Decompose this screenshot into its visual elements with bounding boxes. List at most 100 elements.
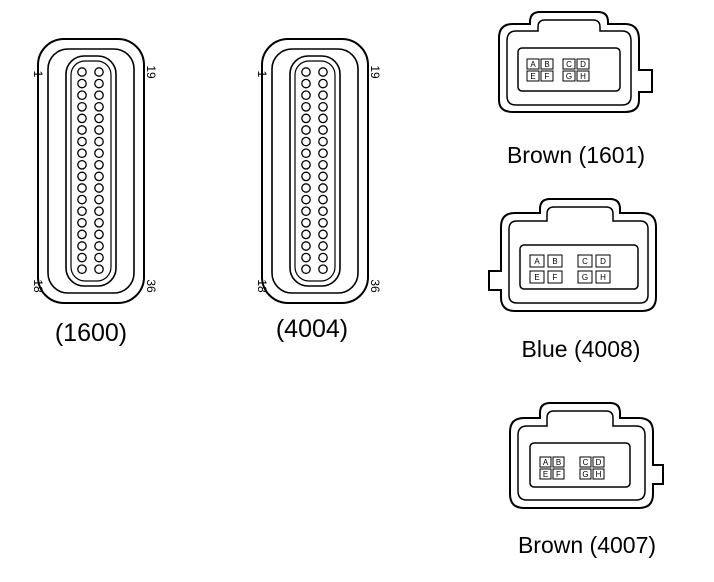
middle-shell (47, 48, 135, 294)
pin-cavity (77, 148, 87, 159)
cavity-cell (526, 58, 540, 70)
cavity-cell (579, 456, 592, 468)
cavity-letter: H (580, 72, 586, 81)
pin-cavity (318, 78, 328, 89)
cavity-letter: D (596, 458, 602, 467)
pin-cavity (94, 171, 104, 182)
pin-cavity (94, 125, 104, 135)
pin-cavity (77, 206, 87, 217)
pin-cavity (94, 113, 104, 124)
pin-number-last-left: 18 (255, 279, 269, 293)
connector-4007: A B C D E F G H Brown (4007) (509, 402, 664, 558)
pin-number-first-left: 1 (255, 71, 269, 78)
cavity-cell (579, 468, 592, 480)
connector-label: Blue (4008) (522, 336, 641, 362)
pin-number-first-right: 19 (368, 65, 382, 79)
pin-cavity (318, 229, 328, 240)
pin-cavity (77, 229, 87, 240)
pin-cavity (77, 194, 87, 205)
cavity-cell (552, 456, 565, 468)
cavity-cell (595, 270, 611, 284)
cavity-letter: C (566, 60, 572, 69)
pin-cavity (318, 171, 328, 182)
cavity-letter: B (552, 257, 557, 266)
cavity-cell (529, 270, 545, 284)
pin-number-last-right: 36 (144, 279, 158, 293)
pin-cavity (301, 206, 311, 217)
cavity-letter: C (582, 257, 588, 266)
inner-housing (517, 410, 646, 501)
pin-cavity (301, 113, 311, 124)
pin-frame-outer (65, 55, 117, 287)
pin-cavity (301, 241, 311, 251)
cavity-cell (540, 58, 554, 70)
cavity-letter: D (600, 257, 606, 266)
pin-cavity (318, 183, 328, 193)
pin-frame-outer (289, 55, 341, 287)
pin-cavity (318, 125, 328, 135)
pin-cavity (301, 183, 311, 193)
pin-cavity (318, 113, 328, 124)
pin-cavity (77, 183, 87, 193)
cavity-letter: C (583, 458, 589, 467)
pin-cavity (77, 136, 87, 147)
cavity-letter: E (530, 72, 535, 81)
outer-housing (498, 11, 653, 113)
pin-cavity (94, 101, 104, 112)
pin-grid (77, 67, 104, 275)
cavity-cell (552, 468, 565, 480)
cavity-cell (595, 254, 611, 268)
cavity-cell (547, 270, 563, 284)
connector-label: (4004) (276, 315, 348, 343)
cavity-letter: H (600, 273, 606, 282)
cavity-letter: F (556, 470, 561, 479)
pin-cavity (301, 101, 311, 112)
cavity-letter: A (534, 257, 540, 266)
pin-number-first-right: 19 (144, 65, 158, 79)
cavity-letter: F (553, 273, 558, 282)
cavity-letter: G (566, 72, 572, 81)
cavity-cell (540, 70, 554, 82)
pin-cavity (301, 252, 311, 263)
pin-cavity (94, 148, 104, 159)
pin-cavity (318, 241, 328, 251)
cavity-letter: D (580, 60, 586, 69)
outer-housing (488, 198, 657, 312)
connector-1601: A B C D E F G H Brown (1601) (498, 11, 653, 168)
cavity-cell (526, 70, 540, 82)
cavity-cell (576, 58, 590, 70)
pin-cavity (301, 194, 311, 205)
pin-cavity (77, 90, 87, 101)
pin-number-last-left: 18 (31, 279, 45, 293)
pin-cavity (301, 264, 311, 275)
pin-cavity (301, 159, 311, 170)
connector-label: Brown (4007) (518, 532, 656, 558)
cavity-letter: A (543, 458, 549, 467)
connector-label: Brown (1601) (507, 142, 645, 168)
pin-number-last-right: 36 (368, 279, 382, 293)
pin-cavity (94, 217, 104, 228)
pin-cavity (318, 67, 328, 77)
pin-cavity (318, 217, 328, 228)
pin-cavity (318, 90, 328, 101)
pin-cavity (301, 217, 311, 228)
connector-4008: A B C D E F G H Blue (4008) (488, 198, 657, 362)
cavity-cell (576, 70, 590, 82)
pin-cavity (301, 125, 311, 135)
contact-face (519, 244, 639, 290)
pin-number-first-left: 1 (31, 71, 45, 78)
pin-frame-inner (294, 60, 336, 282)
pin-cavity (94, 252, 104, 263)
pin-cavity (94, 159, 104, 170)
pin-cavity (94, 241, 104, 251)
cavity-letter: B (556, 458, 561, 467)
pin-cavity (318, 252, 328, 263)
pin-cavity (77, 264, 87, 275)
pin-cavity (94, 194, 104, 205)
inner-housing (506, 19, 632, 106)
cavity-cell (592, 468, 605, 480)
pin-cavity (77, 217, 87, 228)
cell-grid: A B C D E F G H (529, 254, 611, 284)
